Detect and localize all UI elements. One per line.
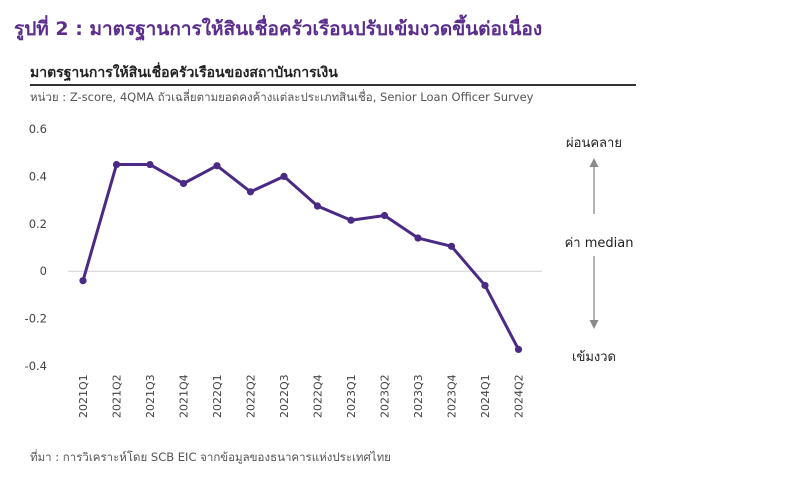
data-point [280, 172, 288, 180]
x-tick-label: 2023Q1 [345, 374, 358, 418]
data-point [380, 211, 389, 220]
data-point [79, 277, 87, 285]
series-line [81, 163, 520, 351]
tighten-arrow-head [589, 320, 599, 329]
x-tick-label: 2022Q4 [312, 374, 325, 418]
y-tick-label: 0.2 [29, 217, 47, 231]
y-tick-label: 0.6 [29, 122, 47, 136]
x-tick-label: 2021Q3 [144, 374, 157, 418]
annotation-loosen: ผ่อนคลาย [566, 136, 622, 151]
y-tick-label: -0.2 [25, 312, 47, 326]
data-point [481, 281, 489, 290]
data-point [414, 234, 422, 242]
data-point [246, 188, 255, 196]
x-tick-label: 2024Q2 [513, 374, 526, 418]
figure-title: รูปที่ 2 : มาตรฐานการให้สินเชื่อครัวเรือ… [14, 18, 543, 40]
chart-subtitle: หน่วย : Z-score, 4QMA ถัวเฉลี่ยตามยอดคงค… [30, 90, 534, 104]
x-tick-label: 2022Q1 [211, 374, 224, 418]
title-divider [30, 84, 636, 86]
data-point [213, 162, 221, 170]
data-point [313, 202, 322, 210]
y-tick-label: 0 [40, 264, 47, 278]
data-point [514, 345, 523, 354]
data-point [112, 160, 121, 169]
loosen-arrow-head [589, 158, 599, 167]
source-note: ที่มา : การวิเคราะห์โดย SCB EIC จากข้อมู… [30, 450, 391, 464]
x-tick-label: 2023Q2 [379, 374, 392, 418]
chart-title: มาตรฐานการให้สินเชื่อครัวเรือนของสถาบันก… [30, 65, 338, 81]
x-tick-label: 2021Q4 [178, 374, 191, 418]
x-tick-label: 2021Q1 [77, 374, 90, 418]
x-tick-label: 2021Q2 [111, 374, 124, 418]
annotation-tighten: เข้มงวด [572, 350, 616, 365]
data-point [179, 179, 188, 188]
y-tick-label: -0.4 [25, 359, 47, 373]
y-tick-label: 0.4 [29, 169, 47, 183]
data-point [447, 242, 456, 250]
data-point [347, 216, 355, 224]
x-tick-label: 2022Q2 [245, 374, 258, 418]
x-tick-label: 2023Q4 [446, 374, 459, 418]
x-tick-label: 2023Q3 [412, 374, 425, 418]
data-point [146, 160, 154, 169]
x-tick-label: 2024Q1 [479, 374, 492, 418]
annotation-median: ค่า median [564, 236, 634, 251]
x-tick-label: 2022Q3 [278, 374, 291, 418]
